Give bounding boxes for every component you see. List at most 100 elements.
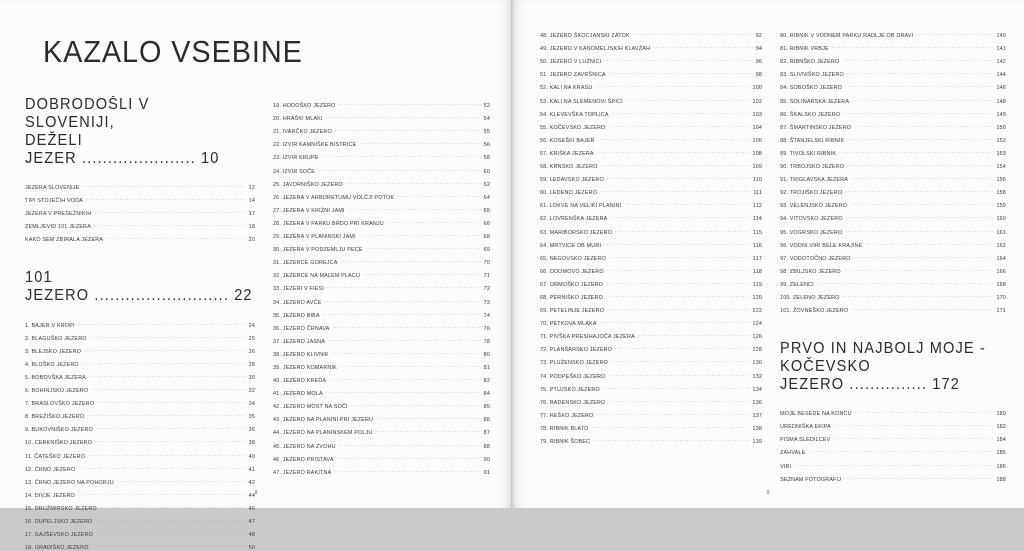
toc-entry[interactable]: 54. KLEVEVŠKA TOPLICA 103 xyxy=(540,105,762,118)
toc-entry[interactable]: 77. REŠKO JEZERO 137 xyxy=(540,406,762,419)
toc-entry[interactable]: SEZNAM FOTOGRAFIJ 188 xyxy=(780,470,1006,483)
toc-entry[interactable]: JEZERA V PRESEŽNIKIH 17 xyxy=(25,204,255,217)
toc-entry[interactable]: 49. JEZERO V KANOMELJSKIH KLAVŽAH 94 xyxy=(540,39,762,52)
toc-entry[interactable]: MOJE BESEDE NA KONCU 180 xyxy=(780,404,1006,417)
toc-entry[interactable]: 33. JEZERI V FIESI 72 xyxy=(273,279,490,292)
toc-entry[interactable]: VIRI 186 xyxy=(780,456,1006,470)
toc-entry[interactable]: 45. JEZERO NA ZVOHU 88 xyxy=(273,436,490,450)
toc-entry[interactable]: 53. KALI NA SLEMENOVI ŠPICI 102 xyxy=(540,91,762,105)
toc-entry[interactable]: 43. JEZERO NA PLANINI PRI JEZERU 86 xyxy=(273,410,490,423)
toc-entry[interactable]: 15. DRUŽMIRSKO JEZERO 46 xyxy=(25,499,255,512)
toc-entry[interactable]: 91. TRIGLAVSKA JEZERA 156 xyxy=(780,170,1006,183)
toc-entry[interactable]: 3. BLEJSKO JEZERO 26 xyxy=(25,342,255,355)
toc-entry[interactable]: 100. ZELENO JEZERO 170 xyxy=(780,288,1006,301)
toc-entry[interactable]: 18. GRADIŠKO JEZERO 50 xyxy=(25,538,255,551)
toc-entry[interactable]: 26. JEZERA V ARBORETUMU VOLČJI POTOK 64 xyxy=(273,188,490,201)
toc-entry[interactable]: 5. BOBOVŠKA JEZERA 30 xyxy=(25,368,255,381)
toc-entry[interactable]: 94. VITOVSKO JEZERO 160 xyxy=(780,209,1006,222)
toc-entry[interactable]: 27. JEZERA V KRIŽNI JAMI 65 xyxy=(273,201,490,214)
toc-entry[interactable]: 10. CERKNIŠKO JEZERO 38 xyxy=(25,433,255,446)
toc-entry[interactable]: 71. PIVŠKA PRESIHAJOČA JEZERA 126 xyxy=(540,327,762,340)
toc-entry[interactable]: 55. KOČEVSKO JEZERO 104 xyxy=(540,118,762,131)
toc-entry[interactable]: 75. PTUJSKO JEZERO 134 xyxy=(540,380,762,393)
toc-entry[interactable]: 17. GAJŠEVSKO JEZERO 48 xyxy=(25,525,255,538)
toc-entry[interactable]: 32. JEZERCE NA MALEM PLACU 71 xyxy=(273,266,490,279)
toc-entry[interactable]: 93. VELENJSKO JEZERO 159 xyxy=(780,196,1006,209)
toc-entry[interactable]: 2. BLAGUŠKO JEZERO 25 xyxy=(25,329,255,342)
toc-entry[interactable]: 67. ORMOŠKO JEZERO 119 xyxy=(540,275,762,288)
toc-entry[interactable]: 52. KALI NA KRASU 100 xyxy=(540,78,762,91)
toc-entry[interactable]: 58. KRNSKO JEZERO 109 xyxy=(540,157,762,170)
toc-entry[interactable]: 95. VOGRSKO JEZERO 161 xyxy=(780,222,1006,236)
toc-entry[interactable]: 8. BREŽIŠKO JEZERO 35 xyxy=(25,407,255,420)
toc-entry[interactable]: 41. JEZERO MOLA 84 xyxy=(273,384,490,397)
toc-entry[interactable]: 70. PETKOVA MLAKA 124 xyxy=(540,314,762,327)
toc-entry[interactable]: 19. HODOŠKO JEZERO 52 xyxy=(273,96,490,109)
toc-entry[interactable]: 30. JEZERA V PODZEMLJU PECE 69 xyxy=(273,240,490,253)
toc-entry[interactable]: 96. VODNI VIRI BELE KRAJINE 162 xyxy=(780,236,1006,249)
toc-entry[interactable]: 14. DIVJE JEZERO 44 xyxy=(25,486,255,499)
toc-entry[interactable]: 6. BOHINJSKO JEZERO 32 xyxy=(25,381,255,394)
toc-entry[interactable]: 65. NEGOVSKO JEZERO 117 xyxy=(540,249,762,262)
toc-entry[interactable]: 66. ODOMOVO JEZERO 118 xyxy=(540,262,762,275)
toc-entry[interactable]: 78. RIBNIK BLATO 138 xyxy=(540,419,762,432)
toc-entry[interactable]: 86. ŠKALSKO JEZERO 149 xyxy=(780,105,1006,118)
toc-entry[interactable]: TIPI STOJEČIH VODA 14 xyxy=(25,191,255,204)
toc-entry[interactable]: 40. JEZERO KREDA 82 xyxy=(273,371,490,384)
toc-entry[interactable]: 34. JEZERO AVČE 73 xyxy=(273,292,490,306)
toc-entry[interactable]: 79. RIBNIK ŠOBEC 139 xyxy=(540,432,762,445)
toc-entry[interactable]: 80. RIBNIK V VODNEM PARKU RADLJE OB DRAV… xyxy=(780,26,1006,39)
toc-entry[interactable]: 60. LEDENO JEZERO 111 xyxy=(540,183,762,196)
toc-entry[interactable]: JEZERA SLOVENIJE 12 xyxy=(25,178,255,191)
toc-entry[interactable]: 48. JEZERO ŠKOCJANSKI ZATOK 92 xyxy=(540,26,762,39)
toc-entry[interactable]: 50. JEZERO V LUŽNICI 96 xyxy=(540,52,762,65)
toc-entry[interactable]: 46. JEZERO PRISTAVA 90 xyxy=(273,450,490,463)
toc-entry[interactable]: 16. DUPELJSKO JEZERO 47 xyxy=(25,512,255,525)
toc-entry[interactable]: KAKO SEM ZBIRALA JEZERA 20 xyxy=(25,230,255,243)
toc-entry[interactable]: 25. JAVORNIŠKO JEZERO 62 xyxy=(273,175,490,188)
toc-entry[interactable]: 37. JEZERO JASNA 78 xyxy=(273,332,490,345)
toc-entry[interactable]: 101. ŽOVNEŠKO JEZERO 171 xyxy=(780,301,1006,314)
toc-entry[interactable]: 84. SOBOŠKO JEZERO 146 xyxy=(780,78,1006,91)
toc-entry[interactable]: 87. ŠMARTINSKO JEZERO 150 xyxy=(780,118,1006,131)
toc-entry[interactable]: 12. ČRNO JEZERO 41 xyxy=(25,460,255,473)
toc-entry[interactable]: 56. KOSEŠKI BAJER 106 xyxy=(540,131,762,144)
toc-entry[interactable]: 11. ČATEŠKO JEZERO 40 xyxy=(25,446,255,460)
toc-entry[interactable]: 23. IZVIR KRUPE 58 xyxy=(273,148,490,161)
toc-entry[interactable]: 97. VODOTOČNO JEZERO 164 xyxy=(780,249,1006,262)
toc-entry[interactable]: 83. SLIVNIŠKO JEZERO 144 xyxy=(780,65,1006,78)
toc-entry[interactable]: 9. BUKOVNIŠKO JEZERO 36 xyxy=(25,420,255,433)
toc-entry[interactable]: 22. IZVIR KAMNIŠKE BISTRICE 56 xyxy=(273,135,490,148)
toc-entry[interactable]: 21. IVARČKO JEZERO 55 xyxy=(273,122,490,135)
toc-entry[interactable]: 29. JEZERA V PLANINSKI JAMI 68 xyxy=(273,227,490,240)
toc-entry[interactable]: 7. BRASLOVŠKO JEZERO 34 xyxy=(25,394,255,407)
toc-entry[interactable]: ZEMLJEVID 101 JEZERA 18 xyxy=(25,217,255,230)
toc-entry[interactable]: 51. JEZERO ZAVRŠNICA 98 xyxy=(540,65,762,78)
toc-entry[interactable]: UREDNIŠKA EKIPA 182 xyxy=(780,417,1006,430)
toc-entry[interactable]: 36. JEZERO ČRNAVA 76 xyxy=(273,319,490,332)
toc-entry[interactable]: 76. RADENSKO JEZERO 136 xyxy=(540,393,762,406)
toc-entry[interactable]: 62. LOVRENŠKA JEZERA 114 xyxy=(540,209,762,222)
toc-entry[interactable]: 89. TIVOLSKI RIBNIK 153 xyxy=(780,144,1006,157)
toc-entry[interactable]: ZAHVALE 185 xyxy=(780,443,1006,456)
toc-entry[interactable]: 44. JEZERO NA PLANINSKEM POLJU 87 xyxy=(273,423,490,436)
toc-entry[interactable]: 69. PETELINJE JEZERO 122 xyxy=(540,301,762,314)
toc-entry[interactable]: 90. TRBOJSKO JEZERO 154 xyxy=(780,157,1006,170)
toc-entry[interactable]: 38. JEZERO KLIVNIK 80 xyxy=(273,345,490,358)
toc-entry[interactable]: 4. BLOŠKO JEZERO 28 xyxy=(25,355,255,368)
toc-entry[interactable]: 88. ŠTANJELSKI RIBNIK 152 xyxy=(780,131,1006,144)
toc-entry[interactable]: 42. JEZERO MOST NA SOČI 85 xyxy=(273,397,490,410)
toc-entry[interactable]: 73. PLUŽENSKO JEZERO 130 xyxy=(540,353,762,366)
toc-entry[interactable]: 59. LEDAVSKO JEZERO 110 xyxy=(540,170,762,183)
toc-entry[interactable]: 61. LOKVE NA VELIKI PLANINI 112 xyxy=(540,196,762,209)
toc-entry[interactable]: 68. PERNIŠKO JEZERO 120 xyxy=(540,288,762,301)
toc-entry[interactable]: 39. JEZERO KOMARNIK 81 xyxy=(273,358,490,371)
toc-entry[interactable]: 85. SOLINARSKA JEZERA 148 xyxy=(780,91,1006,105)
toc-entry[interactable]: 99. ZELENCI 168 xyxy=(780,275,1006,288)
toc-entry[interactable]: 35. JEZERO BIBA 74 xyxy=(273,306,490,319)
toc-entry[interactable]: 82. RIBNŠKO JEZERO 142 xyxy=(780,52,1006,65)
toc-entry[interactable]: 13. ČRNO JEZERO NA POHORJU 42 xyxy=(25,473,255,486)
toc-entry[interactable]: 31. JEZERCE GOREJCA 70 xyxy=(273,253,490,266)
toc-entry[interactable]: 47. JEZERO RAKITNA 91 xyxy=(273,463,490,476)
toc-entry[interactable]: 63. MARIBORSKO JEZERO 115 xyxy=(540,222,762,236)
